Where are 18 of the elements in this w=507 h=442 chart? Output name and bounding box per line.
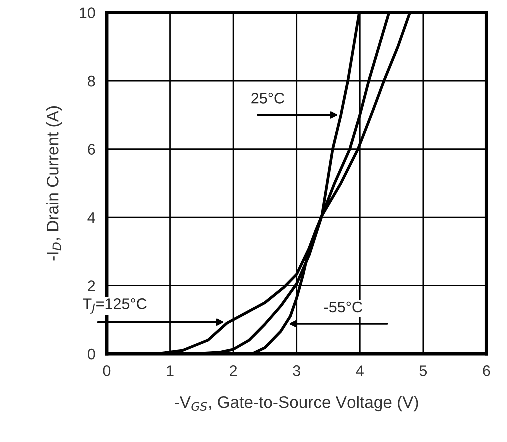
y-tick-label: 4 — [88, 212, 96, 224]
x-tick-label: 6 — [483, 366, 490, 376]
annotation: T$_{J}$=125°C — [83, 298, 147, 314]
annotation: 25°C — [252, 93, 284, 104]
y-tick-label: 2 — [88, 280, 96, 292]
x-tick-label: 1 — [167, 366, 174, 376]
y-tick-label: 10 — [80, 8, 96, 19]
x-tick-label: 3 — [293, 366, 300, 376]
y-tick-label: 6 — [88, 144, 96, 155]
annotation: -55°C — [324, 302, 362, 313]
x-axis-title: -V$_{GS}$, Gate-to-Source Voltage (V) — [175, 396, 418, 412]
y-tick-label: 8 — [88, 76, 96, 87]
x-tick-label: 2 — [230, 366, 238, 376]
x-tick-label: 5 — [420, 366, 428, 376]
x-tick-label: 0 — [103, 366, 111, 376]
y-axis-title: -I$_{D}$, Drain Current (A) — [46, 106, 62, 261]
x-tick-label: 4 — [356, 366, 364, 376]
y-tick-label: 0 — [88, 348, 96, 360]
